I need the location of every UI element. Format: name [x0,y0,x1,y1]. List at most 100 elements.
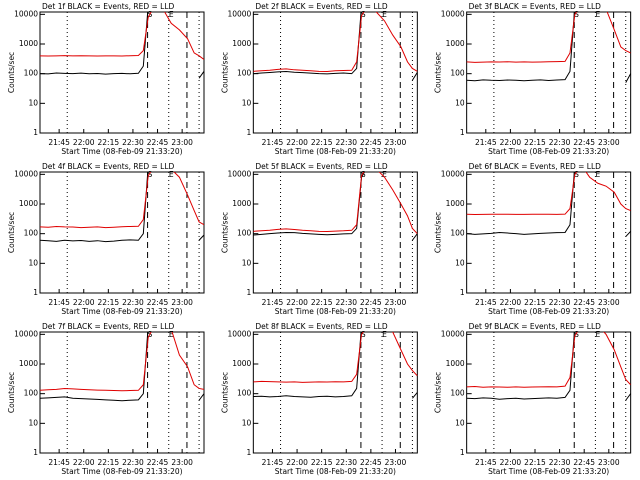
x-tick-label: 22:30 [549,138,571,147]
x-tick-label: 22:00 [73,458,95,467]
y-tick-label: 1 [33,448,38,457]
annotation: S [574,170,579,179]
plot-frame [466,11,632,134]
panel: Det 4f BLACK = Events, RED = LLD Counts/s… [7,162,205,316]
x-tick-label: 21:45 [262,138,284,147]
x-tick-label: 22:30 [335,298,357,307]
y-tick-label: 1 [247,288,252,297]
x-tick-label: 22:15 [98,138,120,147]
x-tick-label: 22:45 [573,298,595,307]
x-tick-label: 22:30 [549,458,571,467]
data-line [253,12,418,81]
x-tick-label: 23:00 [171,138,193,147]
x-tick-label: 21:45 [48,138,70,147]
x-tick-label: 21:45 [475,458,497,467]
x-axis-label: Start Time (08-Feb-09 21:33:20) [275,147,396,156]
y-tick-label: 10000 [14,329,38,338]
x-tick-label: 22:45 [147,138,169,147]
x-tick-label: 22:45 [360,458,382,467]
y-tick-label: 10 [455,98,465,107]
annotation: E [169,170,174,179]
x-tick-label: 22:15 [311,298,333,307]
y-tick-label: 10 [242,418,252,427]
plot-frame [466,331,632,454]
data-line [466,332,631,388]
y-tick-label: 1000 [232,359,251,368]
y-tick-label: 100 [450,69,465,78]
y-axis-label: Counts/sec [434,372,443,413]
x-axis-label: Start Time (08-Feb-09 21:33:20) [488,147,609,156]
y-tick-label: 10000 [14,9,38,18]
x-tick-label: 22:45 [573,138,595,147]
x-axis-label: Start Time (08-Feb-09 21:33:20) [61,147,182,156]
chart-title: Det 8f BLACK = Events, RED = LLD [255,322,388,331]
y-tick-label: 10000 [441,9,465,18]
annotation: E [382,10,387,19]
data-line [40,172,204,229]
x-tick-label: 21:45 [262,298,284,307]
annotation: E [382,170,387,179]
y-axis-label: Counts/sec [220,52,229,93]
data-line [40,12,204,60]
y-tick-label: 10 [455,418,465,427]
y-tick-label: 10000 [441,329,465,338]
data-line [253,172,418,235]
y-tick-label: 100 [450,389,465,398]
chart-title: Det 9f BLACK = Events, RED = LLD [469,322,602,331]
x-tick-label: 22:45 [573,458,595,467]
y-tick-label: 1 [460,288,465,297]
plot-frame [39,331,205,454]
data-line [253,172,418,241]
y-tick-label: 100 [450,229,465,238]
y-tick-label: 1 [247,448,252,457]
x-tick-label: 22:45 [147,298,169,307]
x-tick-label: 23:00 [385,298,407,307]
x-tick-label: 22:15 [524,138,546,147]
y-tick-label: 1 [460,448,465,457]
x-tick-label: 22:00 [286,458,308,467]
y-tick-label: 10 [28,258,38,267]
y-tick-label: 100 [24,229,39,238]
y-tick-label: 1000 [19,359,38,368]
annotation: S [361,10,366,19]
x-tick-label: 22:00 [286,138,308,147]
y-tick-label: 1000 [232,39,251,48]
y-tick-label: 10000 [227,329,251,338]
x-tick-label: 22:45 [147,458,169,467]
y-tick-label: 1 [33,128,38,137]
y-tick-label: 100 [24,389,39,398]
x-tick-label: 23:00 [598,138,620,147]
y-tick-label: 1 [460,128,465,137]
plot-frame [39,11,205,134]
y-tick-label: 100 [237,229,252,238]
y-axis-label: Counts/sec [7,212,16,253]
y-tick-label: 1 [33,288,38,297]
x-tick-label: 21:45 [262,458,284,467]
x-tick-label: 22:15 [98,458,120,467]
x-axis-label: Start Time (08-Feb-09 21:33:20) [61,467,182,476]
annotation: E [595,170,600,179]
annotation: E [169,330,174,339]
x-tick-label: 22:00 [500,138,522,147]
x-tick-label: 22:00 [73,138,95,147]
x-axis-label: Start Time (08-Feb-09 21:33:20) [275,467,396,476]
x-tick-label: 22:15 [524,298,546,307]
y-tick-label: 1000 [446,359,465,368]
y-tick-label: 100 [237,69,252,78]
panel: Det 8f BLACK = Events, RED = LLD Counts/s… [220,322,418,476]
plot-frame [466,171,632,294]
plot-frame [252,331,418,454]
plot-frame [39,171,205,294]
x-tick-label: 22:15 [311,138,333,147]
chart-title: Det 5f BLACK = Events, RED = LLD [255,162,388,171]
y-axis-label: Counts/sec [434,212,443,253]
panel: Det 1f BLACK = Events, RED = LLD Counts/s… [7,2,205,156]
y-tick-label: 10 [242,258,252,267]
x-axis-label: Start Time (08-Feb-09 21:33:20) [275,307,396,316]
chart-title: Det 2f BLACK = Events, RED = LLD [255,2,388,11]
x-tick-label: 22:30 [122,138,144,147]
x-tick-label: 22:30 [335,458,357,467]
panel: Det 5f BLACK = Events, RED = LLD Counts/s… [220,162,418,316]
x-tick-label: 22:15 [311,458,333,467]
